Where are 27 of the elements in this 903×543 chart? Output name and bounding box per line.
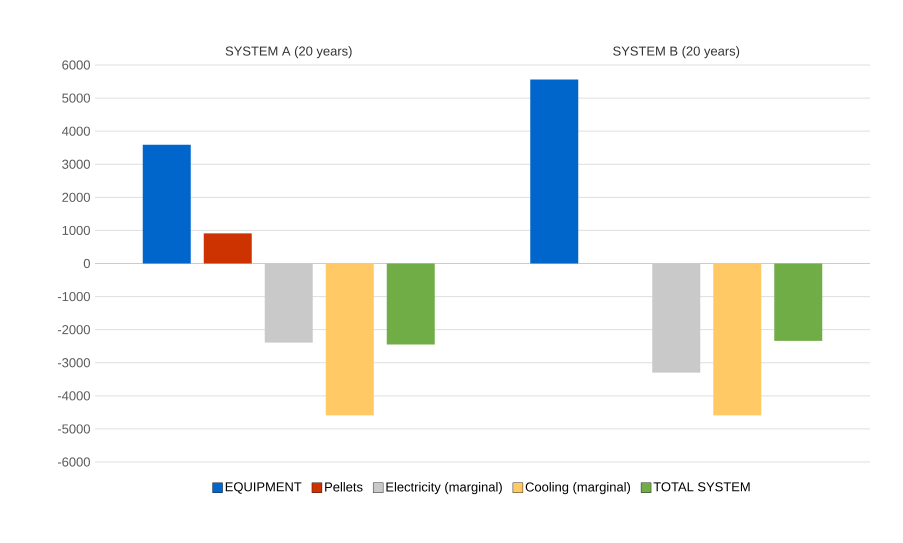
bar: [204, 233, 252, 264]
legend-label: Cooling (marginal): [526, 482, 630, 494]
x-tick-label: SYSTEM A (20 years): [226, 46, 352, 58]
y-tick-label: 4000: [62, 126, 90, 136]
y-tick-label: -2000: [58, 325, 90, 334]
y-tick-label: -3000: [58, 358, 90, 368]
legend-label: EQUIPMENT: [226, 482, 302, 494]
bar: [530, 80, 578, 264]
bar: [386, 263, 435, 345]
y-tick-label: 1000: [62, 226, 90, 235]
bar: [774, 263, 822, 341]
x-tick-label: SYSTEM B (20 years): [613, 46, 740, 58]
y-tick-label: -4000: [58, 391, 90, 400]
legend-label: Pellets: [325, 482, 363, 492]
bar: [142, 144, 191, 264]
y-tick-label: 3000: [62, 160, 90, 169]
legend-label: TOTAL SYSTEM: [654, 482, 750, 492]
y-tick-label: 5000: [62, 93, 90, 103]
y-tick-label: -5000: [58, 424, 90, 434]
y-tick-label: 6000: [62, 60, 90, 70]
y-tick-label: 2000: [62, 192, 90, 202]
y-tick-label: 0: [84, 258, 90, 268]
legend-label: Electricity (marginal): [386, 482, 502, 494]
y-tick-label: -6000: [58, 457, 90, 467]
y-tick-label: -1000: [58, 292, 90, 302]
bar: [713, 263, 762, 416]
bar: [326, 263, 374, 416]
